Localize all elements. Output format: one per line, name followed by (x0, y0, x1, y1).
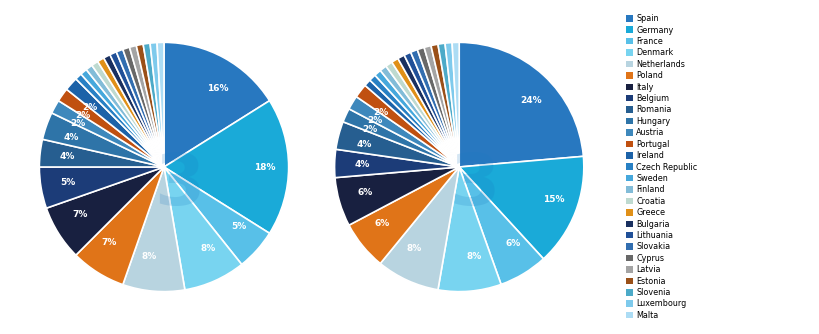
Wedge shape (349, 97, 459, 167)
Text: 2%: 2% (373, 108, 387, 117)
Wedge shape (459, 156, 583, 259)
Text: 15%: 15% (542, 195, 563, 204)
Wedge shape (374, 70, 459, 167)
Wedge shape (52, 101, 164, 167)
Text: 8%: 8% (466, 252, 482, 261)
Wedge shape (397, 55, 459, 167)
Wedge shape (410, 50, 459, 167)
Text: 2%: 2% (367, 116, 382, 125)
Text: 3: 3 (154, 151, 204, 220)
Wedge shape (123, 167, 184, 292)
Wedge shape (92, 61, 164, 167)
Wedge shape (110, 52, 164, 167)
Text: 4%: 4% (64, 133, 79, 142)
Wedge shape (81, 69, 164, 167)
Wedge shape (445, 42, 459, 167)
Wedge shape (369, 75, 459, 167)
Wedge shape (391, 58, 459, 167)
Wedge shape (129, 45, 164, 167)
Text: 4%: 4% (354, 160, 369, 169)
Wedge shape (380, 167, 459, 290)
Wedge shape (342, 109, 459, 167)
Wedge shape (364, 80, 459, 167)
Wedge shape (380, 66, 459, 167)
Wedge shape (58, 89, 164, 167)
Wedge shape (417, 47, 459, 167)
Wedge shape (136, 44, 164, 167)
Legend: Spain, Germany, France, Denmark, Netherlands, Poland, Italy, Belgium, Romania, H: Spain, Germany, France, Denmark, Netherl… (622, 12, 699, 322)
Wedge shape (386, 62, 459, 167)
Wedge shape (76, 167, 164, 285)
Text: 4%: 4% (59, 152, 75, 161)
Text: 2%: 2% (362, 125, 377, 134)
Wedge shape (164, 101, 288, 233)
Text: 3: 3 (449, 151, 499, 220)
Wedge shape (459, 42, 582, 167)
Wedge shape (86, 65, 164, 167)
Wedge shape (164, 167, 242, 290)
Wedge shape (334, 149, 459, 178)
Wedge shape (437, 167, 500, 292)
Wedge shape (164, 167, 269, 265)
Wedge shape (39, 139, 164, 167)
Wedge shape (150, 42, 164, 167)
Text: 8%: 8% (406, 244, 422, 253)
Wedge shape (76, 74, 164, 167)
Wedge shape (336, 122, 459, 167)
Wedge shape (356, 86, 459, 167)
Wedge shape (116, 49, 164, 167)
Wedge shape (47, 167, 164, 255)
Text: 8%: 8% (201, 244, 215, 254)
Text: 8%: 8% (141, 252, 156, 261)
Wedge shape (103, 55, 164, 167)
Wedge shape (66, 79, 164, 167)
Wedge shape (437, 43, 459, 167)
Wedge shape (451, 42, 459, 167)
Wedge shape (123, 47, 164, 167)
Text: 5%: 5% (231, 222, 246, 231)
Text: 18%: 18% (253, 163, 275, 171)
Text: 2%: 2% (82, 103, 97, 112)
Wedge shape (349, 167, 459, 264)
Wedge shape (423, 46, 459, 167)
Text: 2%: 2% (75, 111, 91, 120)
Wedge shape (156, 42, 164, 167)
Text: 2%: 2% (70, 119, 85, 128)
Text: 6%: 6% (505, 239, 520, 248)
Text: 24%: 24% (519, 97, 541, 106)
Text: 7%: 7% (101, 238, 116, 247)
Text: 5%: 5% (61, 178, 75, 186)
Text: 16%: 16% (207, 84, 229, 93)
Wedge shape (404, 52, 459, 167)
Text: 4%: 4% (356, 140, 372, 149)
Wedge shape (143, 43, 164, 167)
Text: 6%: 6% (374, 219, 389, 228)
Wedge shape (164, 42, 269, 167)
Wedge shape (39, 167, 164, 208)
Text: 7%: 7% (73, 210, 88, 219)
Wedge shape (459, 167, 543, 284)
Wedge shape (97, 58, 164, 167)
Wedge shape (43, 113, 164, 167)
Wedge shape (431, 44, 459, 167)
Wedge shape (335, 167, 459, 225)
Text: 6%: 6% (357, 188, 373, 197)
